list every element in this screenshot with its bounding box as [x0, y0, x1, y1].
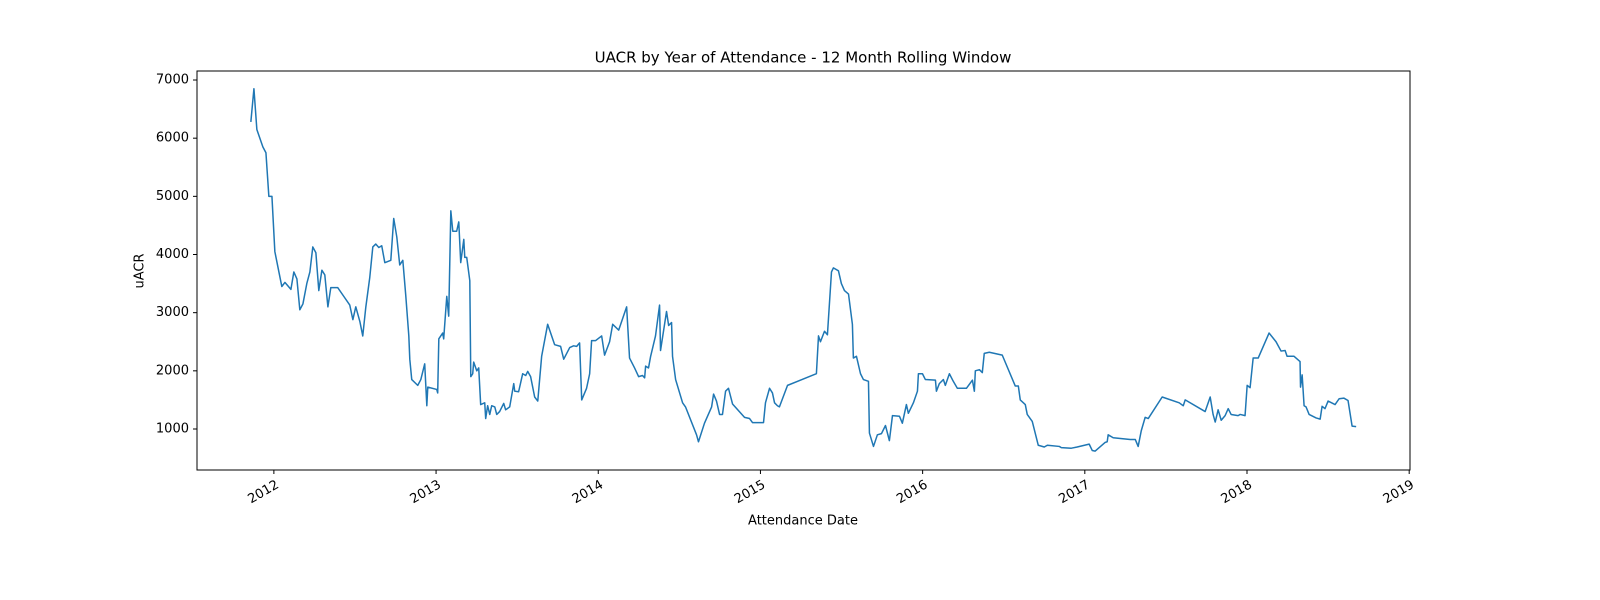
x-tick-label: 2015: [732, 478, 768, 508]
y-tick-label: 3000: [156, 305, 189, 320]
y-tick-label: 5000: [156, 189, 189, 204]
x-tick-label: 2019: [1381, 478, 1417, 508]
y-tick-label: 7000: [156, 73, 189, 88]
data-line: [250, 87, 1357, 452]
x-tick-label: 2014: [570, 478, 606, 508]
x-tick-label: 2018: [1219, 478, 1255, 508]
x-tick-label: 2016: [894, 478, 930, 508]
y-tick-label: 6000: [156, 131, 189, 146]
y-axis-label: uACR: [133, 253, 148, 288]
plot-frame: [196, 70, 1411, 471]
x-tick-label: 2012: [245, 478, 281, 508]
x-axis-label: Attendance Date: [748, 514, 858, 529]
y-tick-label: 2000: [156, 363, 189, 378]
x-tick-label: 2017: [1056, 478, 1092, 508]
chart-title: UACR by Year of Attendance - 12 Month Ro…: [595, 49, 1012, 67]
y-tick-label: 4000: [156, 247, 189, 262]
y-tick-label: 1000: [156, 421, 189, 436]
x-tick-label: 2013: [408, 478, 444, 508]
